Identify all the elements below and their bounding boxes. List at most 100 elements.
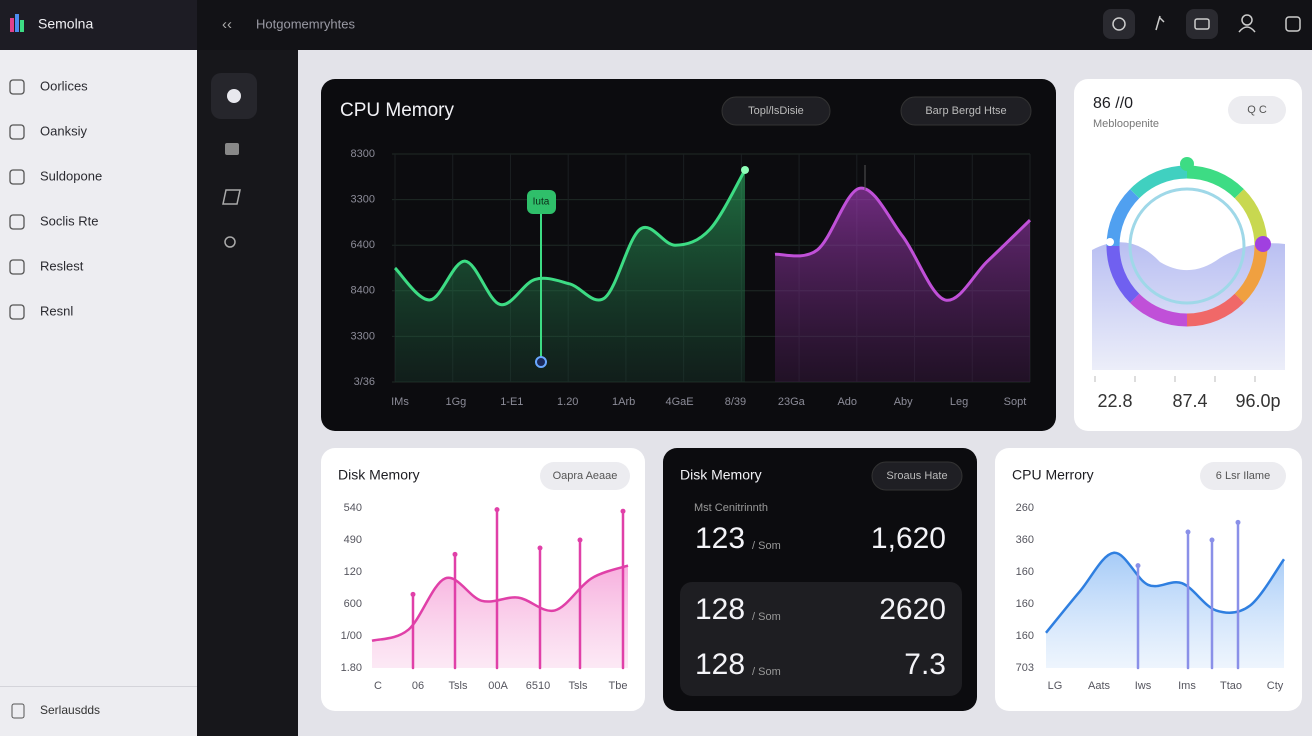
nav-icon[interactable] xyxy=(9,259,25,275)
card-title: Disk Memory xyxy=(680,467,762,483)
line xyxy=(774,186,1032,302)
axis-label: Iws xyxy=(1135,680,1152,692)
nav-icon[interactable] xyxy=(9,304,25,320)
area xyxy=(372,565,628,668)
button[interactable] xyxy=(721,96,831,126)
axis-label: 360 xyxy=(1016,534,1034,546)
stat-value: 128 xyxy=(695,593,745,626)
axis-label: 3300 xyxy=(351,330,375,342)
axis-label: 00A xyxy=(488,680,508,692)
axis-label: Ado xyxy=(837,396,857,408)
nav-item: Soclis Rte xyxy=(40,213,99,228)
logo xyxy=(20,20,24,32)
nav-icon[interactable] xyxy=(9,169,25,185)
axis-label: 160 xyxy=(1016,566,1034,578)
axis-label: IMs xyxy=(391,396,409,408)
spike-dot xyxy=(620,508,626,514)
area xyxy=(395,169,745,382)
axis-label: 703 xyxy=(1016,662,1034,674)
nav-item: Oorlices xyxy=(40,78,88,93)
axis-label: 96.0p xyxy=(1235,391,1280,411)
gauge-knob xyxy=(1255,236,1271,252)
spike-dot xyxy=(577,537,583,543)
button-label: 6 Lsr Ilame xyxy=(1216,470,1270,482)
axis-label: 1/00 xyxy=(341,630,362,642)
bag-icon xyxy=(1194,18,1210,30)
logo xyxy=(15,14,19,32)
stat-value: 7.3 xyxy=(904,648,946,681)
search-icon xyxy=(1112,17,1126,31)
spike-dot xyxy=(410,591,416,597)
gauge-knob xyxy=(1180,157,1194,171)
tooltip-label: Iuta xyxy=(533,197,550,208)
axis-label: 490 xyxy=(344,534,362,546)
topbar xyxy=(197,0,1312,50)
gauge-subtitle: Mebloopenite xyxy=(1093,118,1159,130)
card-title: Disk Memory xyxy=(338,467,420,483)
search-button[interactable] xyxy=(1103,9,1135,39)
axis-label: 3/36 xyxy=(354,376,375,388)
axis-label: Ims xyxy=(1178,680,1196,692)
bag-button[interactable] xyxy=(1186,9,1218,39)
bolt-icon[interactable] xyxy=(1155,15,1165,31)
stat-value: 128 xyxy=(695,648,745,681)
axis-label: 120 xyxy=(344,566,362,578)
rail-icon[interactable] xyxy=(224,236,236,248)
icon-rail xyxy=(197,50,298,736)
sidebar xyxy=(0,0,197,736)
nav-icon[interactable] xyxy=(9,79,25,95)
spike-dot xyxy=(1185,529,1191,535)
axis-label: Tbe xyxy=(609,680,628,692)
line xyxy=(393,169,747,306)
rail-icon xyxy=(227,89,241,103)
gauge-ring xyxy=(1130,165,1188,199)
nav-icon[interactable] xyxy=(9,214,25,230)
axis-label: 06 xyxy=(412,680,424,692)
axis-label: 8300 xyxy=(351,148,375,160)
axis-label: 87.4 xyxy=(1172,391,1207,411)
back-icon[interactable]: ‹‹ xyxy=(222,16,232,33)
gauge-inner xyxy=(1128,187,1246,305)
button[interactable] xyxy=(871,461,963,491)
stat-value: 1,620 xyxy=(871,522,946,555)
stat-unit: / Som xyxy=(752,611,781,623)
button-label: Q C xyxy=(1247,104,1267,116)
rail-icon[interactable] xyxy=(222,189,241,205)
card-subtitle: Mst Cenitrinnth xyxy=(694,502,768,514)
axis-label: 1-E1 xyxy=(500,396,523,408)
footer-icon[interactable] xyxy=(11,703,25,719)
button-label: Barp Bergd Htse xyxy=(925,105,1006,117)
axis-label: 260 xyxy=(1016,502,1034,514)
rail-icon[interactable] xyxy=(225,143,239,155)
axis-label: 8400 xyxy=(351,285,375,297)
nav-item: Suldopone xyxy=(40,168,102,183)
button[interactable] xyxy=(1200,462,1286,490)
gauge-knob xyxy=(1106,238,1114,246)
window-icon[interactable] xyxy=(1285,16,1301,32)
nav-icon[interactable] xyxy=(9,124,25,140)
area xyxy=(1046,552,1284,668)
spike-dot xyxy=(1135,563,1141,569)
user-icon[interactable] xyxy=(1241,14,1253,26)
card-title: CPU Memory xyxy=(340,100,455,121)
stat-value: 123 xyxy=(695,522,745,555)
gauge-ring xyxy=(1186,293,1244,327)
button[interactable] xyxy=(900,96,1032,126)
axis-label: 6400 xyxy=(351,239,375,251)
spike-dot xyxy=(537,545,543,551)
axis-label: Tsls xyxy=(449,680,468,692)
logo xyxy=(10,18,14,32)
stats-panel xyxy=(680,582,962,696)
gauge-ring xyxy=(1186,165,1244,199)
nav-item: Reslest xyxy=(40,258,84,273)
user-icon xyxy=(1238,26,1256,33)
card-title: CPU Merrory xyxy=(1012,467,1094,483)
button[interactable] xyxy=(1228,96,1286,124)
button-label: Sroaus Hate xyxy=(886,470,947,482)
axis-label: 23Ga xyxy=(778,396,806,408)
tooltip xyxy=(527,190,556,214)
button[interactable] xyxy=(540,462,630,490)
stat-unit: / Som xyxy=(752,540,781,552)
cursor-dot xyxy=(535,356,547,368)
